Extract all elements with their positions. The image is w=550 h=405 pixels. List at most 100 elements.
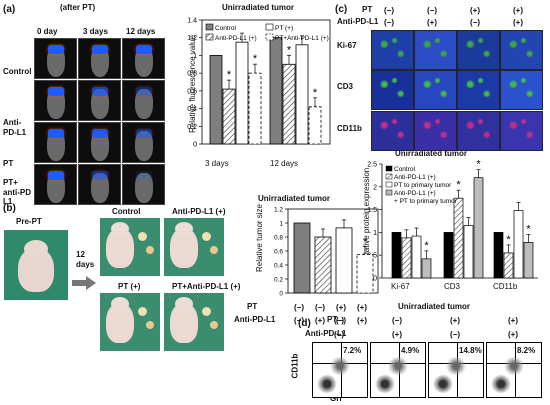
chart-a-tick-label: 1 bbox=[193, 53, 197, 60]
chart-c-tick-label: 0 bbox=[373, 276, 377, 283]
panel-d-pd-label: Anti-PD-L1 bbox=[305, 329, 347, 338]
chart-a-bar bbox=[222, 88, 236, 145]
row-control: Control bbox=[3, 67, 32, 76]
chart-c-tick-label: 1 bbox=[373, 230, 377, 237]
flow-population bbox=[433, 375, 453, 393]
chart-b-pd-sign: (+) bbox=[357, 316, 367, 325]
chart-b-tick-label: 0.6 bbox=[274, 249, 283, 256]
chart-c-legend-label: Control bbox=[394, 166, 416, 173]
chart-a-title: Unirradiated tumor bbox=[222, 3, 295, 12]
ihc-image bbox=[414, 111, 457, 151]
row-antipdl1: Anti- PD-L1 bbox=[3, 118, 27, 137]
flow-pd-sign: (+) bbox=[392, 330, 402, 339]
mouse-silhouette bbox=[91, 47, 109, 77]
flow-population bbox=[375, 375, 395, 393]
chart-a-legend-swatch bbox=[265, 23, 274, 31]
chart-b-title: Unirradiated tumor bbox=[258, 194, 331, 203]
chart-c-bar bbox=[411, 235, 422, 279]
chart-a-cat-12days: 12 days bbox=[270, 159, 299, 168]
chart-a-bar bbox=[308, 106, 322, 145]
flow-population bbox=[317, 375, 337, 393]
chart-c-star: * bbox=[424, 240, 429, 252]
signal-hotspot bbox=[48, 171, 64, 180]
flow-population bbox=[503, 357, 525, 375]
signal-hotspot bbox=[48, 45, 64, 54]
chart-b-star: * bbox=[363, 237, 368, 249]
chart-a-tick-label: 1.2 bbox=[187, 35, 197, 42]
tumor-sample bbox=[210, 246, 218, 254]
mouse-silhouette bbox=[91, 89, 109, 119]
chart-a-legend-swatch bbox=[205, 23, 214, 31]
chart-b-pd-sign: (−) bbox=[336, 316, 346, 325]
arrow-label: 12 days bbox=[76, 250, 95, 269]
imaging-cell bbox=[78, 122, 121, 163]
chart-b-pt-sign: (−) bbox=[315, 303, 325, 312]
chart-c-star: * bbox=[506, 234, 511, 246]
chart-c-tick-label: 2.5 bbox=[367, 162, 377, 169]
chart-a-legend-label: Anti-PD-L1 (+) bbox=[215, 35, 257, 42]
panel-d-title: Unirradiated tumor bbox=[398, 302, 471, 311]
signal-hotspot bbox=[136, 129, 152, 138]
mouse-silhouette bbox=[91, 131, 109, 161]
flow-percent: 14.8% bbox=[459, 346, 482, 355]
chart-c-bar bbox=[503, 252, 514, 279]
ihc-pd-sign: (−) bbox=[384, 18, 394, 27]
chart-a-frame bbox=[201, 19, 331, 145]
chart-a-legend-label: PT+Anti-PD-L1 (+) bbox=[275, 35, 329, 42]
signal-hotspot bbox=[136, 171, 152, 180]
flow-xlabel: Grl bbox=[330, 394, 342, 403]
chart-b-tick-label: 0 bbox=[279, 291, 283, 298]
chart-a-star: * bbox=[287, 44, 292, 56]
mouse-silhouette bbox=[135, 47, 153, 77]
panel-b-letter: (b) bbox=[3, 203, 16, 214]
chart-b-tick-label: 1.2 bbox=[274, 207, 283, 214]
mouse-photo bbox=[100, 293, 160, 351]
timepoint-12: 12 days bbox=[126, 27, 156, 36]
chart-b-pd-sign: (−) bbox=[294, 316, 304, 325]
chart-b-tick-label: 0.8 bbox=[274, 235, 283, 242]
tumor-sample bbox=[202, 232, 211, 241]
stain-cd11b: CD11b bbox=[337, 124, 362, 133]
imaging-cell bbox=[34, 80, 77, 121]
chart-c-legend-swatch bbox=[385, 189, 393, 196]
chart-a-tick-label: 0 bbox=[193, 142, 197, 149]
mouse-silhouette bbox=[47, 47, 65, 77]
panel-a-letter: (a) bbox=[3, 4, 16, 15]
mouse-head bbox=[111, 222, 129, 236]
chart-c-legend-label: Anti-PD-L1 (+) bbox=[394, 190, 436, 197]
chart-b-tick-label: 0.2 bbox=[274, 277, 283, 284]
ihc-image bbox=[457, 70, 500, 110]
flow-plot: 7.2% bbox=[312, 342, 368, 398]
ihc-pd-sign: (+) bbox=[427, 18, 437, 27]
timepoint-3: 3 days bbox=[83, 27, 108, 36]
ihc-image bbox=[371, 111, 414, 151]
chart-c-legend-swatch bbox=[385, 173, 393, 180]
mouse-silhouette bbox=[135, 131, 153, 161]
tumor-sample bbox=[202, 307, 211, 316]
chart-c-legend-label: Anti-PD-L1 (+) bbox=[394, 174, 436, 181]
signal-hotspot bbox=[92, 45, 108, 54]
chart-b-pt-label: PT bbox=[247, 302, 258, 311]
chart-a-tick-label: 0.8 bbox=[187, 71, 197, 78]
flow-pt-sign: (+) bbox=[450, 316, 460, 325]
flow-pt-sign: (−) bbox=[392, 316, 402, 325]
ihc-image bbox=[500, 111, 543, 151]
timepoint-0: 0 day bbox=[37, 27, 58, 36]
chart-a-legend-label: Control bbox=[215, 25, 237, 32]
chart-b-bar bbox=[314, 236, 332, 294]
signal-hotspot bbox=[48, 129, 64, 138]
chart-b-tick-label: 0.4 bbox=[274, 263, 283, 270]
chart-a-tick-label: 1.4 bbox=[187, 18, 197, 25]
flow-ylabel: CD11b bbox=[290, 353, 300, 379]
panel-d-pt-label: PT bbox=[327, 315, 338, 324]
flow-population bbox=[491, 375, 511, 393]
mouse-silhouette bbox=[135, 173, 153, 203]
signal-hotspot bbox=[92, 171, 108, 180]
imaging-cell bbox=[122, 38, 165, 79]
chart-a-bar bbox=[235, 41, 249, 145]
chart-c-bar bbox=[463, 225, 474, 279]
flow-population bbox=[329, 357, 351, 375]
chart-c-bar bbox=[391, 232, 402, 279]
chart-a-bar bbox=[282, 63, 296, 145]
